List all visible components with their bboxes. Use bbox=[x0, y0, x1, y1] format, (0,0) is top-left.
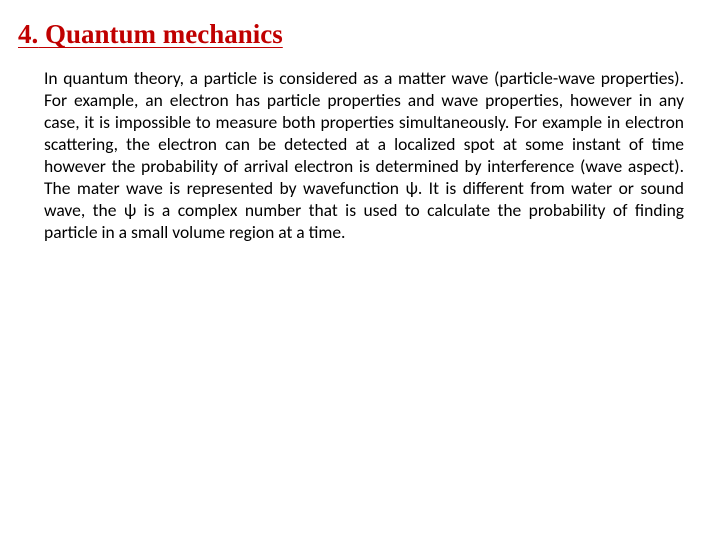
body-paragraph: In quantum theory, a particle is conside… bbox=[18, 68, 692, 243]
heading-title: Quantum mechanics bbox=[45, 19, 283, 49]
slide-page: 4. Quantum mechanics In quantum theory, … bbox=[0, 0, 720, 540]
heading-container: 4. Quantum mechanics bbox=[18, 18, 692, 54]
section-heading: 4. Quantum mechanics bbox=[18, 19, 283, 49]
heading-number: 4. bbox=[18, 19, 38, 49]
